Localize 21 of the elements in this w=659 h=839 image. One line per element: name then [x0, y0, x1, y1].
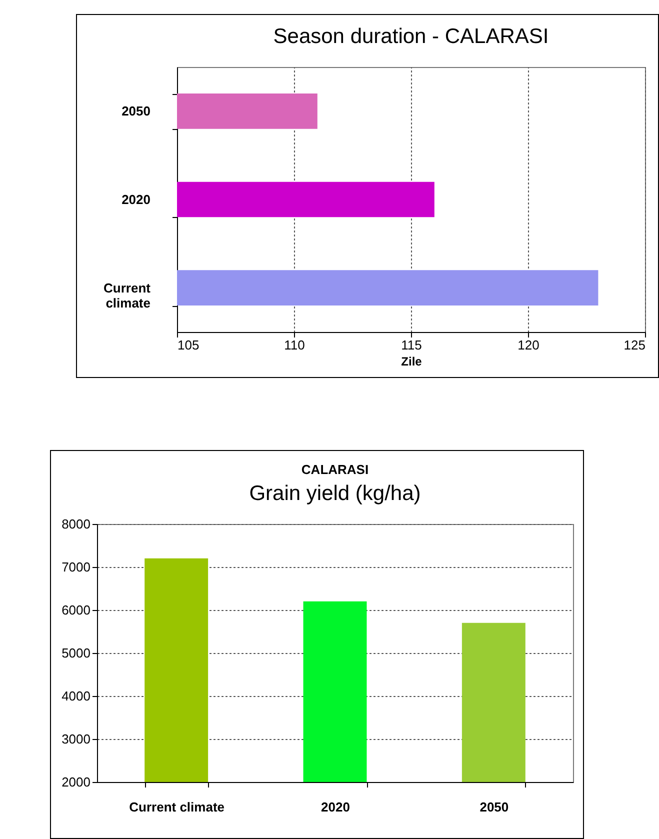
x-tick-label: 2020: [321, 800, 350, 814]
y-tick-label: 7000: [62, 560, 90, 574]
x-tick-label: 105: [178, 338, 200, 352]
x-tick-label: 2050: [480, 800, 509, 814]
y-tick-label: 8000: [62, 516, 90, 532]
chart-title: Season duration - CALARASI: [273, 25, 549, 48]
y-tick-label: 3000: [62, 732, 90, 746]
x-tick-label: 110: [284, 338, 305, 352]
chart-subtitle: Grain yield (kg/ha): [249, 482, 421, 505]
x-tick-label: 125: [624, 338, 646, 352]
y-tick-label: 2050: [122, 104, 150, 119]
x-axis-title: Zile: [401, 354, 422, 368]
y-tick-label: Current climate: [104, 280, 152, 310]
y-tick-label: 2020: [122, 192, 150, 207]
x-tick-label: 120: [518, 338, 540, 352]
y-tick-label: 5000: [62, 646, 90, 660]
y-tick-label: 2000: [62, 774, 90, 790]
y-tick-label: 6000: [62, 602, 90, 618]
y-tick-label: 4000: [62, 688, 90, 704]
x-tick-label: 115: [401, 338, 422, 352]
chart-title: CALARASI: [301, 462, 369, 477]
